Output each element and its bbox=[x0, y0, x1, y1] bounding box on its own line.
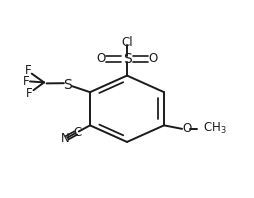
Text: CH$_3$: CH$_3$ bbox=[203, 121, 227, 136]
Text: N: N bbox=[61, 132, 70, 145]
Text: F: F bbox=[24, 64, 31, 77]
Text: S: S bbox=[123, 52, 131, 66]
Text: O: O bbox=[182, 122, 191, 135]
Text: S: S bbox=[64, 78, 72, 92]
Text: F: F bbox=[23, 75, 29, 88]
Text: F: F bbox=[26, 87, 33, 100]
Text: O: O bbox=[149, 52, 158, 66]
Text: O: O bbox=[96, 52, 105, 66]
Text: Cl: Cl bbox=[121, 36, 133, 49]
Text: C: C bbox=[73, 126, 82, 139]
